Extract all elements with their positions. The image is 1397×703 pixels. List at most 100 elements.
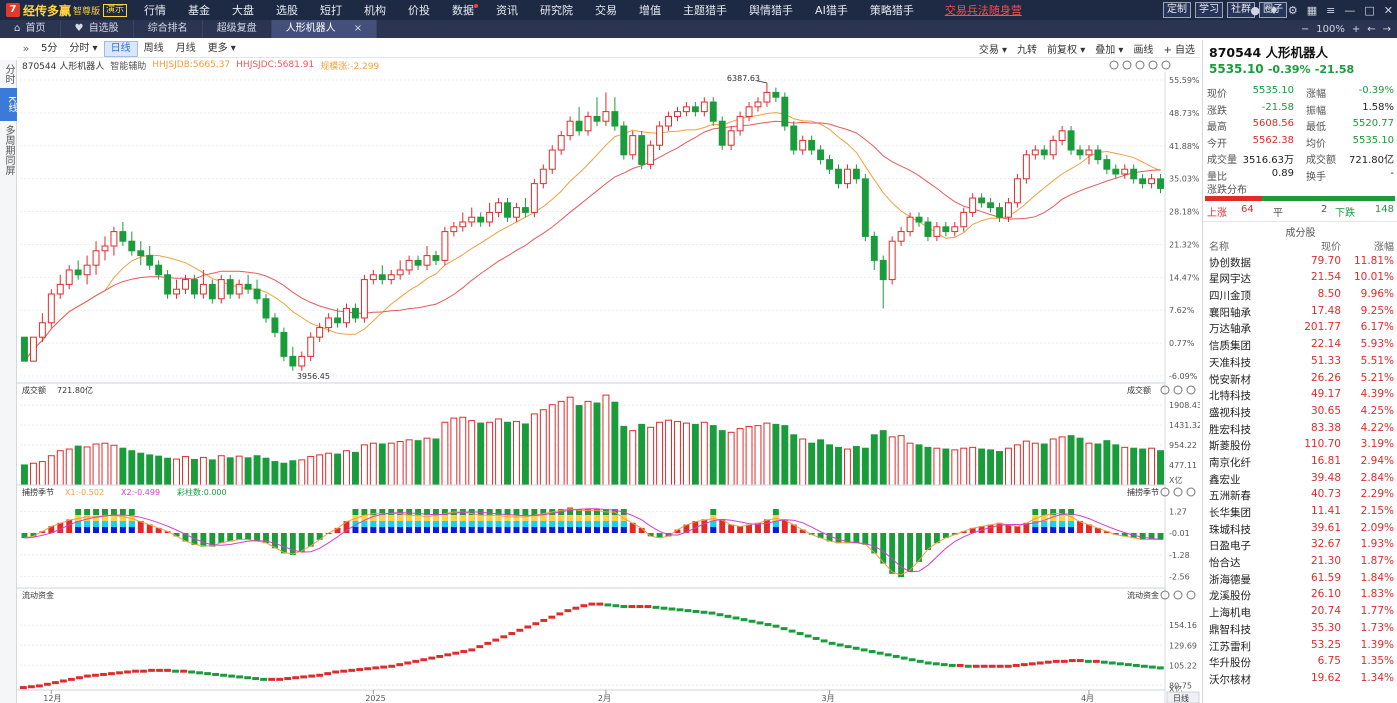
tab-0[interactable]: ⌂ 首页 — [0, 20, 61, 38]
constituent-row[interactable]: 襄阳轴承 17.48 9.25% — [1203, 303, 1397, 320]
constituent-row[interactable]: 浙海德曼 61.59 1.84% — [1203, 570, 1397, 587]
collapse-arrows-icon[interactable]: » — [22, 42, 30, 55]
gear-icon[interactable] — [1160, 487, 1170, 497]
promo-link[interactable]: 交易兵法随身营 — [944, 4, 1022, 17]
chart-area[interactable]: 55.59% 48.73% 41.88% 35.03% 28.18% 21.32% 14.4… — [17, 58, 1200, 703]
grid-icon[interactable]: ▦ — [1306, 3, 1318, 17]
tab-3[interactable]: 超级复盘 — [203, 20, 272, 38]
tool-3[interactable]: 叠加 ▾ — [1095, 45, 1124, 56]
tool-0[interactable]: 交易 ▾ — [978, 45, 1008, 56]
help-icon[interactable] — [1173, 385, 1183, 395]
tool-2[interactable]: 前复权 ▾ — [1047, 45, 1086, 56]
nav-item-4[interactable]: 短打 — [320, 4, 343, 17]
nav-item-8[interactable]: 资讯 — [496, 4, 519, 17]
nav-item-1[interactable]: 基金 — [188, 4, 211, 17]
close-icon[interactable]: ✕ — [1383, 3, 1393, 17]
tab-4[interactable]: 人形机器人 × — [271, 20, 378, 38]
refresh-icon[interactable] — [1109, 60, 1119, 70]
top-button-1[interactable]: 学习 — [1195, 2, 1223, 18]
minimize-icon[interactable]: — — [1344, 3, 1356, 17]
top-button-0[interactable]: 定制 — [1163, 2, 1191, 18]
constituent-row[interactable]: 珠城科技 39.61 2.09% — [1203, 520, 1397, 537]
arrow-right-icon[interactable]: → — [1382, 23, 1391, 35]
period-0[interactable]: 5分 — [41, 42, 58, 54]
arrow-left-icon[interactable]: ← — [1367, 23, 1376, 35]
tool-5[interactable]: + 自选 — [1163, 45, 1195, 56]
constituent-row[interactable]: 南京化纤 16.81 2.94% — [1203, 453, 1397, 470]
nav-item-5[interactable]: 机构 — [364, 4, 387, 17]
nav-item-11[interactable]: 增值 — [639, 4, 662, 17]
constituent-row[interactable]: 华升股份 6.75 1.35% — [1203, 653, 1397, 670]
help-icon[interactable] — [1173, 487, 1183, 497]
constituent-row[interactable]: 江苏雷利 53.25 1.39% — [1203, 637, 1397, 654]
constituent-row[interactable]: 龙溪股份 26.10 1.83% — [1203, 586, 1397, 603]
help-icon[interactable] — [1148, 60, 1158, 70]
constituent-row[interactable]: 悦安新材 26.26 5.21% — [1203, 370, 1397, 387]
constituent-row[interactable]: 协创数据 79.70 11.81% — [1203, 253, 1397, 270]
period-3[interactable]: 周线 — [143, 42, 164, 54]
constituent-row[interactable]: 北特科技 49.17 4.39% — [1203, 386, 1397, 403]
nav-item-0[interactable]: 行情 — [144, 4, 167, 17]
volume-bar — [638, 423, 646, 486]
maximize-icon[interactable]: □ — [1364, 3, 1375, 17]
constituent-row[interactable]: 信质集团 22.14 5.93% — [1203, 336, 1397, 353]
nav-item-13[interactable]: 舆情猎手 — [749, 4, 794, 17]
constituent-row[interactable]: 斯菱股份 110.70 3.19% — [1203, 436, 1397, 453]
constituent-row[interactable]: 五洲新春 40.73 2.29% — [1203, 486, 1397, 503]
period-4[interactable]: 月线 — [175, 42, 196, 54]
close-tab-icon[interactable]: × — [353, 23, 363, 34]
tab-1[interactable]: ♥ 自选股 — [61, 20, 134, 38]
constituent-row[interactable]: 天准科技 51.33 5.51% — [1203, 353, 1397, 370]
constituent-row[interactable]: 星网宇达 21.54 10.01% — [1203, 269, 1397, 286]
user-icon[interactable]: ● — [1250, 3, 1260, 17]
zoom-in-icon[interactable]: + — [1351, 23, 1361, 35]
constituent-row[interactable]: 胜宏科技 83.38 4.22% — [1203, 420, 1397, 437]
close-circle-icon[interactable] — [1186, 385, 1196, 395]
nav-item-10[interactable]: 交易 — [595, 4, 618, 17]
tool-1[interactable]: 九转 — [1017, 45, 1038, 56]
nav-item-7[interactable]: 数据 — [441, 2, 485, 18]
nav-item-2[interactable]: 大盘 — [232, 4, 255, 17]
menu-icon[interactable]: ≡ — [1326, 3, 1336, 17]
bell-icon[interactable]: ♦ — [1269, 3, 1279, 17]
smart-assist-toggle[interactable]: 智能辅助 — [110, 61, 147, 72]
tool-4[interactable]: 画线 — [1133, 45, 1154, 56]
nav-item-3[interactable]: 选股 — [276, 4, 299, 17]
top-button-3[interactable]: 圈子 — [1259, 2, 1287, 18]
nav-item-15[interactable]: 策略猎手 — [869, 4, 914, 17]
constituent-row[interactable]: 日盈电子 32.67 1.93% — [1203, 536, 1397, 553]
gear-icon[interactable] — [1160, 590, 1170, 600]
period-indicator[interactable] — [1166, 691, 1200, 703]
period-1[interactable]: 分时 ▾ — [69, 42, 98, 54]
plus-circle-icon[interactable] — [1122, 60, 1132, 70]
side-tab-0[interactable]: 分时 — [3, 64, 14, 84]
nav-item-9[interactable]: 研究院 — [540, 4, 574, 17]
nav-item-6[interactable]: 价投 — [408, 4, 431, 17]
help-icon[interactable] — [1173, 590, 1183, 600]
nav-item-12[interactable]: 主题猎手 — [683, 4, 728, 17]
close-circle-icon[interactable] — [1186, 590, 1196, 600]
period-5[interactable]: 更多 ▾ — [207, 42, 236, 54]
close-circle-icon[interactable] — [1161, 60, 1171, 70]
constituent-row[interactable]: 四川金顶 8.50 9.96% — [1203, 286, 1397, 303]
minus-circle-icon[interactable] — [1135, 60, 1145, 70]
constituent-row[interactable]: 鑫宏业 39.48 2.84% — [1203, 470, 1397, 487]
constituent-row[interactable]: 上海机电 20.74 1.77% — [1203, 603, 1397, 620]
tab-2[interactable]: 综合排名 — [134, 20, 203, 38]
constituent-row[interactable]: 长华集团 11.41 2.15% — [1203, 503, 1397, 520]
gear-icon[interactable]: ⚙ — [1287, 3, 1298, 17]
constituent-row[interactable]: 怡合达 21.30 1.87% — [1203, 553, 1397, 570]
top-button-2[interactable]: 社群 — [1227, 2, 1255, 18]
gear-icon[interactable] — [1160, 385, 1170, 395]
period-2[interactable]: 日线 — [103, 40, 138, 57]
side-tab-2[interactable]: 多周期同屏 — [3, 124, 14, 175]
side-tab-1[interactable]: K线 — [0, 88, 17, 121]
nav-item-14[interactable]: AI猎手 — [815, 4, 848, 17]
constituent-row[interactable]: 万达轴承 201.77 6.17% — [1203, 319, 1397, 336]
constituent-row[interactable]: 鼎智科技 35.30 1.73% — [1203, 620, 1397, 637]
osc-bar — [1005, 524, 1012, 533]
constituent-row[interactable]: 盛视科技 30.65 4.25% — [1203, 403, 1397, 420]
close-circle-icon[interactable] — [1186, 487, 1196, 497]
zoom-out-icon[interactable]: − — [1300, 23, 1310, 35]
constituent-row[interactable]: 沃尔核材 19.62 1.34% — [1203, 670, 1397, 687]
